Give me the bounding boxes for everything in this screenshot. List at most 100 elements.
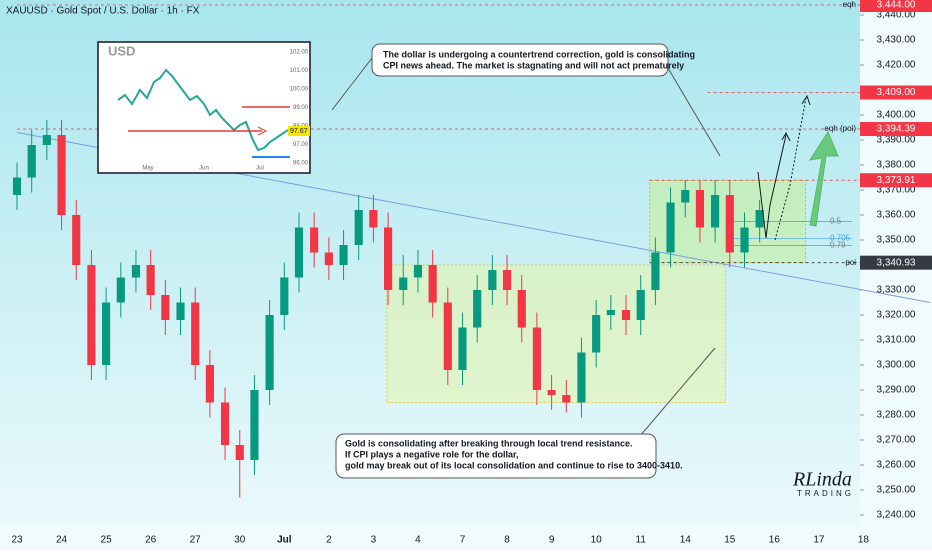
candle-body [621,310,631,320]
candle-body [636,290,645,320]
price-tag [860,255,932,270]
price-tag-label: 3,444.00 [877,0,916,11]
fib-label: 0.79 [830,240,846,249]
level-tag: poi [845,258,856,267]
chart-layer: 3,240.00 3,250.00 3,260.00 3,270.00 3,280.00… [11,0,932,546]
candle-body [755,210,764,228]
x-tick-label: 18 [858,535,870,546]
candle-body [146,265,155,295]
inset-y-label: 100.00 [290,87,309,93]
arrow-path [757,134,787,239]
candle-body [324,252,333,265]
candle-body [87,265,96,365]
x-tick-label: 7 [460,535,466,546]
y-tick-label: 3,380.00 [877,160,916,171]
candle-body [310,227,319,253]
inset-chart: USD 102.00101.00100.0099.0098.0097.0096.… [97,41,311,174]
x-tick-label: 24 [56,535,68,546]
y-tick-label: 3,240.00 [877,510,916,521]
candle-body [176,302,185,320]
candle-body [220,402,230,445]
candle-body [294,227,304,278]
price-tag [860,85,932,100]
logo-name: RLinda [792,469,852,491]
x-tick-label: 16 [769,535,781,546]
logo-sub: TRADING [797,489,854,498]
inset-level [128,106,290,132]
candle-body [191,302,200,365]
y-tick-label: 3,400.00 [877,110,916,121]
y-tick-label: 3,440.00 [877,10,916,21]
candle-body [711,195,720,228]
price-tag [860,173,932,188]
inset-x-label: May [142,166,153,172]
candle-body [27,145,36,178]
price-tag-label: 3,373.91 [877,175,916,186]
candle-body [695,190,705,228]
x-tick-label: Jul [277,535,292,546]
x-tick-label: 25 [101,535,113,546]
inset-y-label: 102.00 [290,50,309,56]
x-tick-label: 26 [145,535,157,546]
candle-body [458,327,467,370]
candle-body [651,252,660,290]
y-tick-label: 3,370.00 [877,185,916,196]
x-tick-label: 27 [190,535,202,546]
annotation-text: CPI news ahead. The market is stagnating… [383,60,684,70]
candle-body [443,302,452,370]
x-tick-label: 9 [549,535,555,546]
price-tag-label: 3,394.39 [877,124,916,135]
inset-arrow [257,126,268,136]
candle-body [250,390,259,460]
annotation-top: The dollar is undergoing a countertrend … [331,43,721,157]
x-tick-label: 8 [504,535,510,546]
arrow-path [774,97,807,241]
x-tick-label: 10 [591,535,603,546]
candle-body [725,195,734,253]
y-tick-label: 3,320.00 [877,310,916,321]
x-tick-label: 30 [234,535,246,546]
candle-body [428,265,437,303]
x-tick-label: 15 [724,535,736,546]
candle-body [72,215,81,265]
inset-price-tag [288,126,310,136]
y-tick-label: 3,330.00 [877,285,916,296]
x-tick-label: 3 [371,535,377,546]
x-tick-label: 14 [680,535,692,546]
candle-body [532,327,541,390]
annotation-text: gold may break out of its local consolid… [345,460,683,470]
inset-price-label: 97.67 [290,128,308,135]
projection [757,94,839,241]
y-tick-label: 3,300.00 [877,360,916,371]
candle-body [384,227,393,290]
x-tick-label: 11 [636,535,647,546]
inset-y-label: 101.00 [290,68,309,74]
candle-body [265,315,274,390]
candle-body [339,245,348,265]
candle-body [740,227,749,253]
inset-y-label: 96.00 [293,161,309,167]
x-tick-label: 23 [11,535,23,546]
candle-body [12,177,22,195]
candle-body [354,210,363,245]
x-tick-label: 2 [326,535,332,546]
annotation-text: The dollar is undergoing a countertrend … [383,49,695,59]
candle-body [57,135,66,215]
candle-body [161,295,170,320]
annotation-bottom: Gold is consolidating after breaking thr… [335,347,716,479]
candle-body [116,277,125,303]
inset-y-label: 99.00 [293,105,309,111]
callout-pointer [639,347,716,437]
bullish-arrow [808,130,839,227]
inset-title: USD [108,43,135,58]
candle-body [399,277,408,290]
fib-label: 0.5 [830,217,842,226]
y-tick-label: 3,420.00 [877,60,916,71]
candle-body [131,265,141,278]
price-tag [860,122,932,137]
fib-label: 0.705 [830,233,851,242]
candle-body [369,210,378,228]
inset-x-label: Jul [256,166,264,172]
price-tag-label: 3,340.93 [877,257,916,268]
